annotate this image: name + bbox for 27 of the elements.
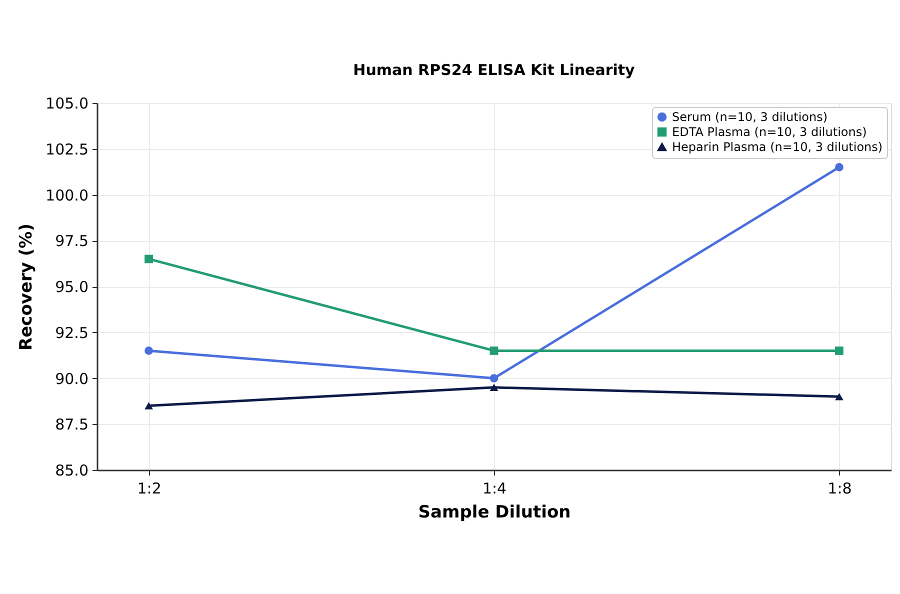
point	[490, 384, 498, 392]
y-tick-label: 105.0	[46, 94, 88, 112]
x-tick-label: 1:4	[482, 480, 507, 498]
y-tick-label: 90.0	[55, 370, 88, 388]
y-tick-label: 102.5	[46, 140, 88, 158]
point	[835, 392, 844, 400]
chart-title: Human RPS24 ELISA Kit Linearity	[353, 61, 636, 79]
legend-label: Serum (n=10, 3 dilutions)	[672, 110, 828, 124]
point	[144, 254, 153, 264]
x-tick-label: 1:2	[137, 480, 162, 498]
point	[835, 163, 844, 172]
y-tick-label: 95.0	[55, 278, 88, 296]
y-tick-label: 92.5	[55, 324, 88, 342]
point	[144, 346, 153, 355]
y-tick-label: 97.5	[55, 232, 88, 250]
legend-label: EDTA Plasma (n=10, 3 dilutions)	[672, 125, 867, 139]
legend-label: Heparin Plasma (n=10, 3 dilutions)	[672, 140, 883, 154]
point	[490, 374, 498, 382]
y-axis-title: Recovery (%)	[16, 224, 37, 350]
x-axis-title: Sample Dilution	[418, 502, 571, 522]
point	[835, 346, 844, 355]
x-tick-label: 1:8	[828, 480, 852, 498]
point	[144, 402, 153, 410]
point	[490, 346, 498, 355]
y-tick-label: 87.5	[55, 416, 88, 434]
y-tick-label: 85.0	[55, 462, 88, 480]
y-tick-label: 100.0	[46, 186, 88, 204]
